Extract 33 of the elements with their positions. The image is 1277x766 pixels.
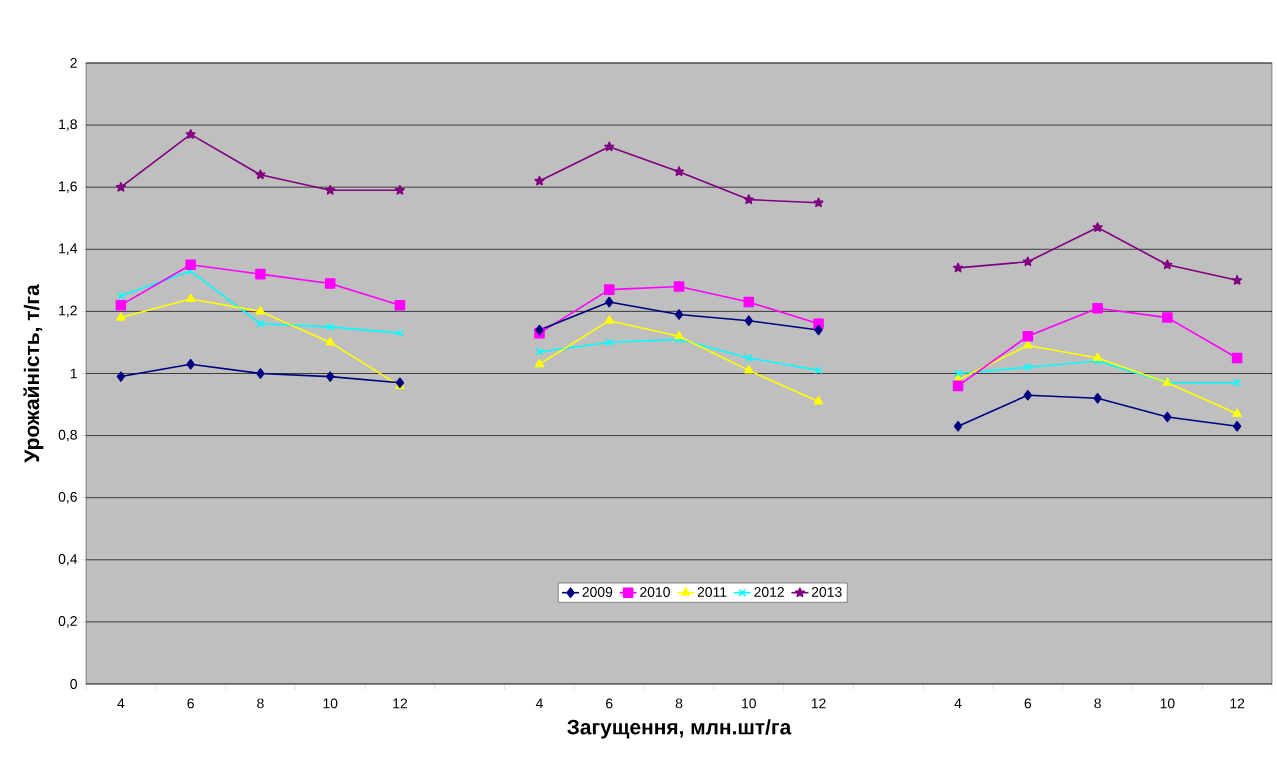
y-tick-label: 1,4 (59, 243, 78, 255)
y-tick-label: 1,2 (59, 305, 77, 318)
legend-label: 2009 (582, 587, 613, 597)
x-tick-label: 8 (1094, 698, 1101, 709)
y-tick-label: 0,6 (58, 491, 77, 504)
y-tick-label: 0,8 (58, 429, 77, 442)
x-tick-label: 6 (606, 698, 613, 709)
x-tick-label: 12 (393, 698, 408, 709)
y-tick-label: 1,8 (59, 119, 77, 131)
x-tick-label: 12 (1230, 698, 1245, 709)
y-tick-label: 0 (70, 679, 77, 689)
y-tick-label: 2 (70, 58, 77, 68)
legend-label: 2012 (754, 587, 784, 597)
x-tick-label: 4 (117, 698, 125, 709)
x-tick-label: 10 (742, 698, 756, 709)
x-tick-label: 10 (323, 698, 338, 709)
x-tick-label: 8 (257, 698, 264, 709)
x-tick-label: 6 (187, 698, 194, 709)
x-tick-label: 12 (811, 698, 826, 709)
x-axis-title: Загущення, млн.шт/га (567, 719, 792, 739)
y-tick-label: 1 (70, 368, 77, 379)
x-tick-label: 10 (1160, 698, 1175, 709)
legend-label: 2013 (811, 587, 842, 597)
y-tick-label: 1,6 (59, 181, 77, 193)
x-tick-label: 4 (535, 698, 543, 709)
y-tick-label: 0,4 (58, 554, 78, 566)
legend-label: 2010 (640, 587, 670, 597)
x-tick-label: 8 (675, 698, 683, 709)
y-tick-label: 0,2 (58, 616, 77, 628)
x-tick-label: 6 (1024, 698, 1032, 709)
legend-label: 2011 (697, 587, 727, 597)
y-axis-title: Урожайність, т/га (23, 284, 44, 463)
x-tick-label: 4 (954, 698, 962, 709)
